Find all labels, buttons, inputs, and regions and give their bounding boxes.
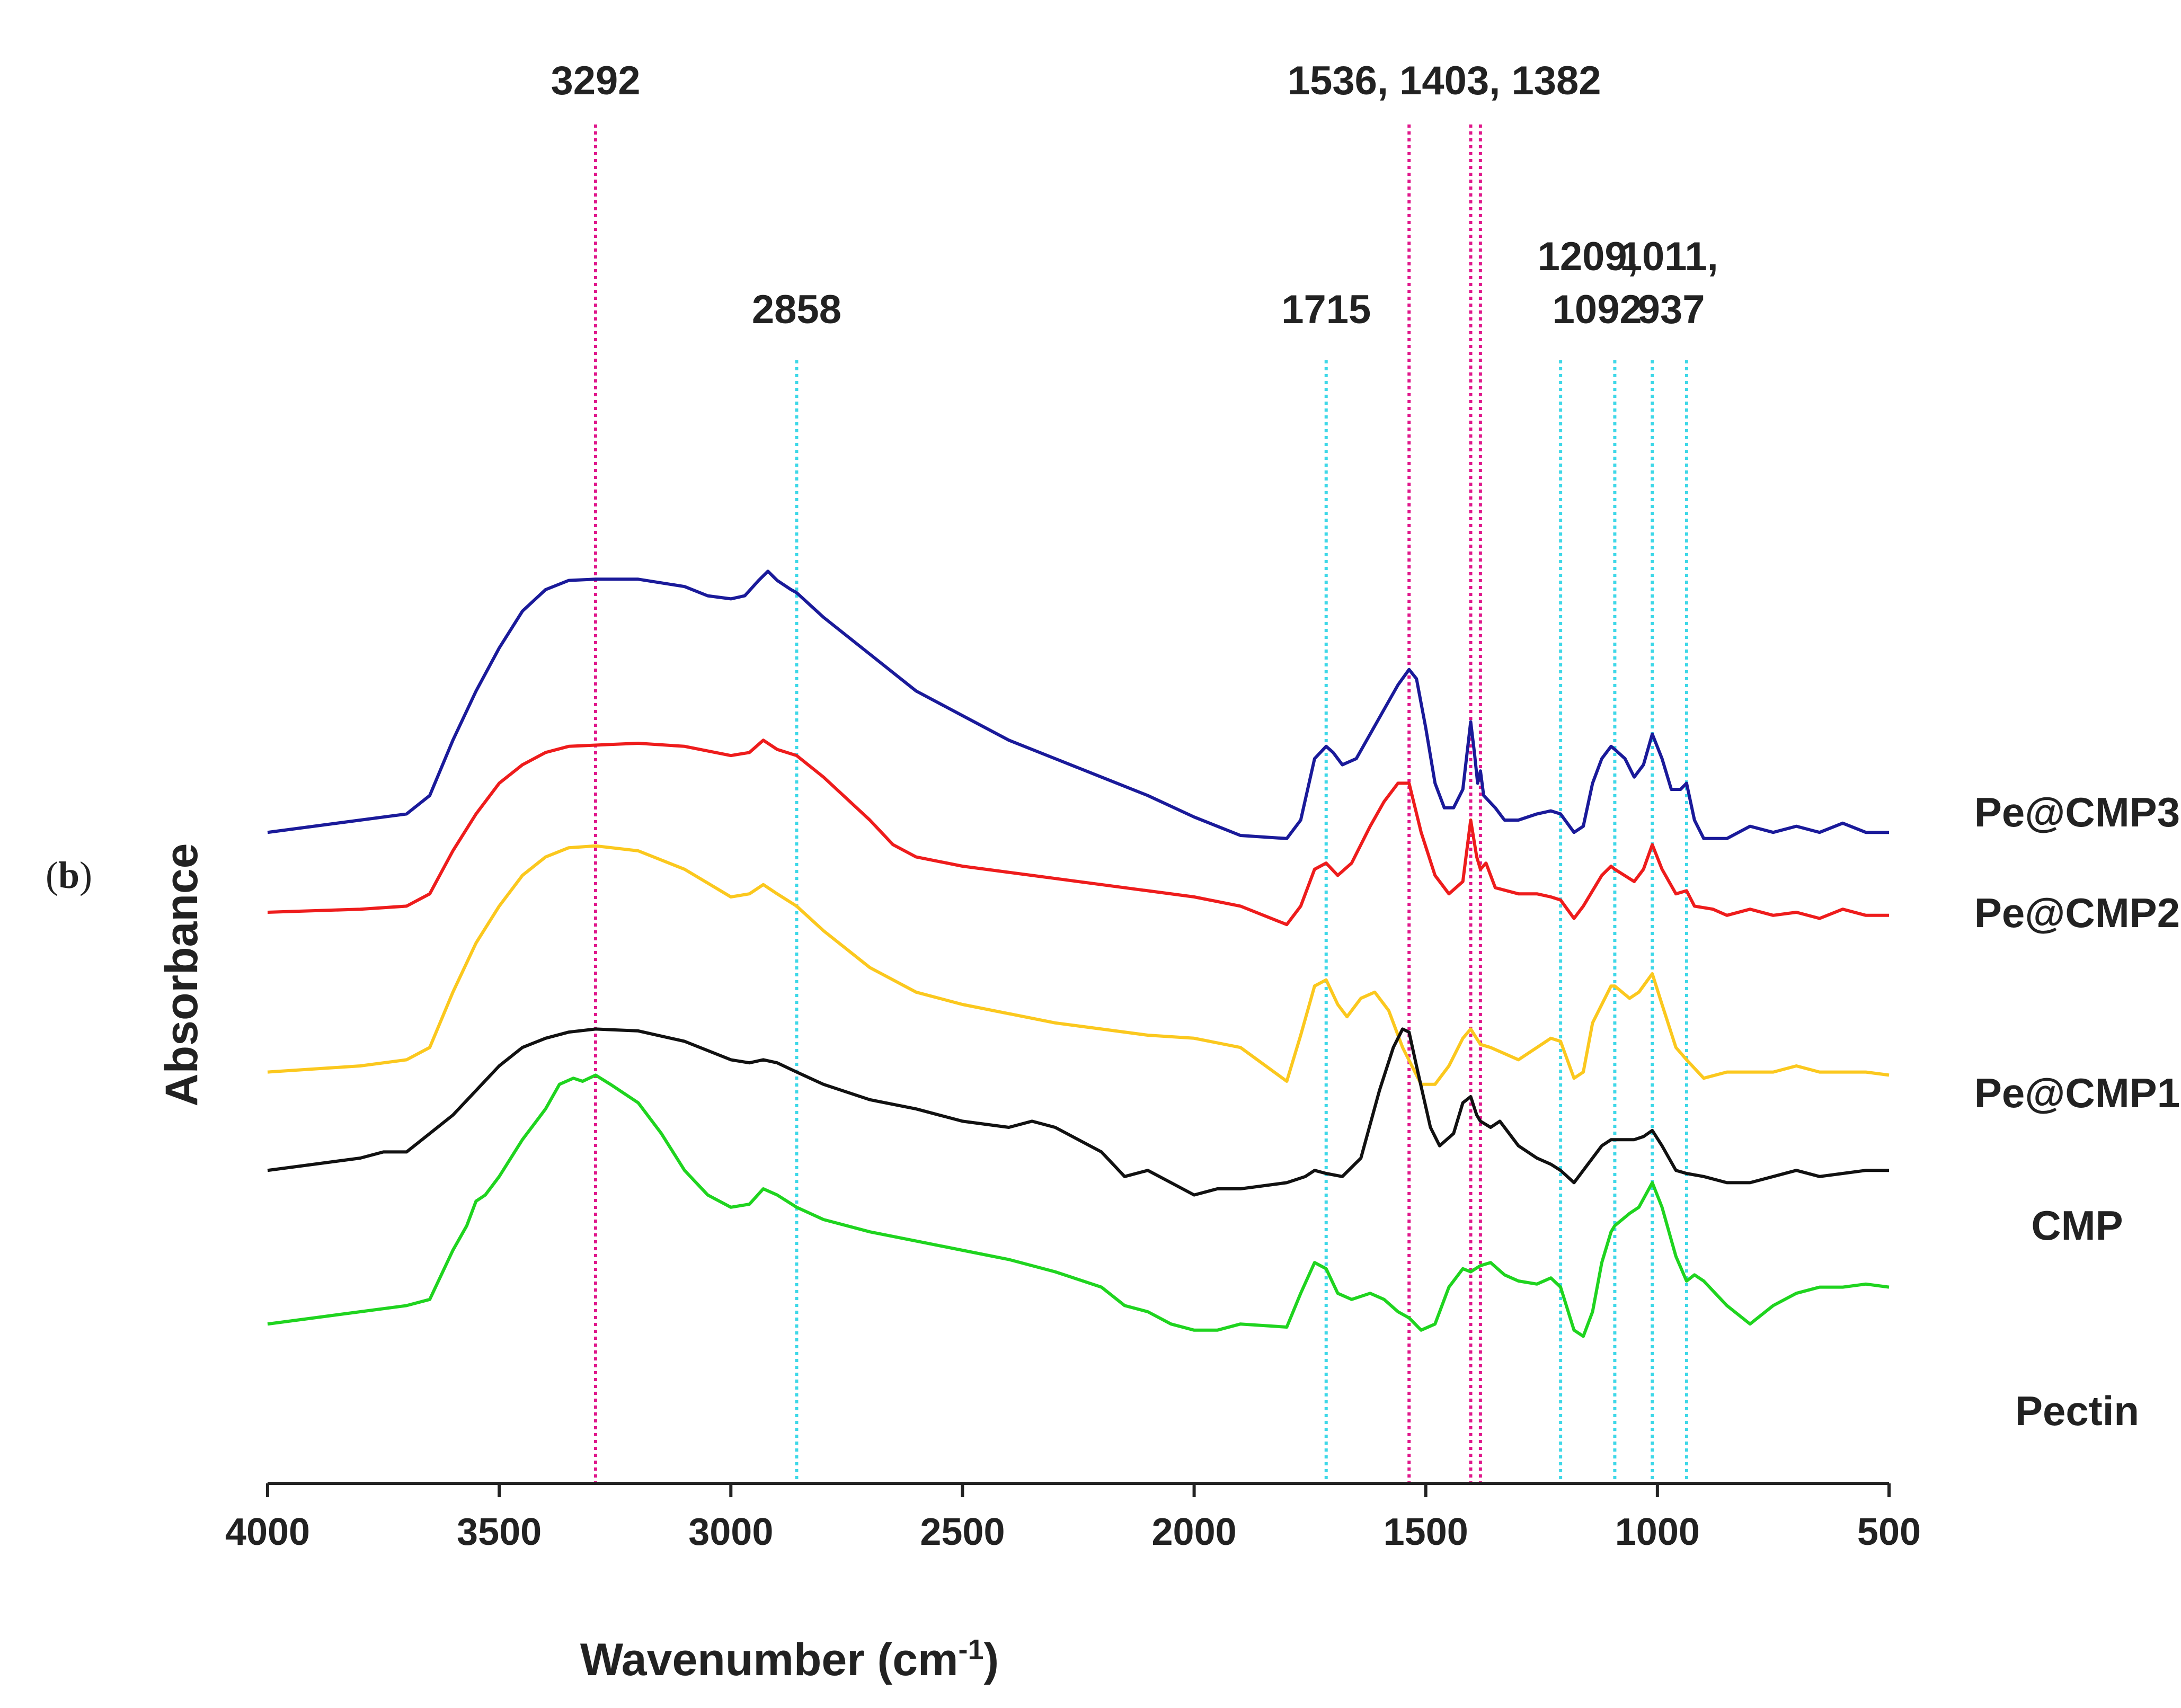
annotation-1: 3292 bbox=[551, 58, 640, 103]
x-tick-label-2500: 2500 bbox=[920, 1511, 1005, 1553]
series-line-pe-cmp2 bbox=[267, 739, 1889, 927]
series-label-pe-cmp1: Pe@CMP1 bbox=[1974, 1070, 2180, 1116]
series-label-pe-cmp3: Pe@CMP3 bbox=[1974, 789, 2180, 835]
annotation-7: 1011, bbox=[1620, 234, 1718, 279]
x-tick-label-3000: 3000 bbox=[688, 1511, 773, 1553]
x-tick-label-3500: 3500 bbox=[457, 1511, 542, 1553]
series-line-pectin bbox=[267, 1073, 1890, 1338]
annotation-4: 1715 bbox=[1281, 287, 1371, 332]
x-tick-label-2000: 2000 bbox=[1151, 1511, 1236, 1553]
annotation-3: 2858 bbox=[752, 287, 841, 332]
x-tick-label-1000: 1000 bbox=[1615, 1511, 1700, 1553]
reference-lines bbox=[593, 124, 1688, 1483]
series-line-cmp bbox=[267, 1027, 1889, 1197]
annotation-6: 1092 bbox=[1553, 287, 1642, 332]
annotation-2: 1536, 1403, 1382 bbox=[1288, 58, 1601, 103]
x-axis-ticks: 4000 3500 3000 2500 2000 1500 1000 500 bbox=[225, 1483, 1921, 1553]
series-label-cmp: CMP bbox=[2031, 1202, 2123, 1249]
series-label-pe-cmp2: Pe@CMP2 bbox=[1974, 889, 2180, 936]
series-label-pectin: Pectin bbox=[2015, 1387, 2139, 1434]
annotation-8: 937 bbox=[1638, 287, 1705, 332]
y-axis-title: Absorbance bbox=[156, 843, 207, 1106]
spectra-traces bbox=[267, 570, 1890, 1338]
series-labels: Pe@CMP3 Pe@CMP2 Pe@CMP1 CMP Pectin bbox=[1974, 789, 2180, 1434]
panel-label: (b) bbox=[46, 854, 92, 896]
peak-annotations: 3292 1536, 1403, 1382 2858 1715 1209, 1092 101… bbox=[551, 58, 1718, 332]
series-line-pe-cmp3 bbox=[267, 570, 1889, 840]
x-tick-label-1500: 1500 bbox=[1384, 1511, 1468, 1553]
annotation-5: 1209, bbox=[1538, 234, 1638, 279]
x-axis-title: Wavenumber (cm-1) bbox=[580, 1634, 999, 1685]
x-tick-label-4000: 4000 bbox=[225, 1511, 310, 1553]
x-tick-label-500: 500 bbox=[1857, 1511, 1921, 1553]
series-line-pe-cmp1 bbox=[267, 844, 1890, 1086]
